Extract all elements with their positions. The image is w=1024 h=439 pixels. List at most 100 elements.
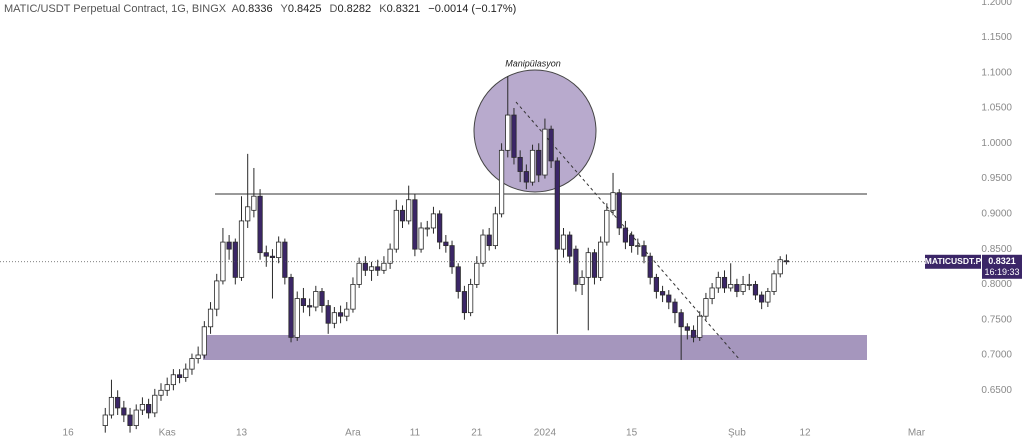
candle-body [115,396,121,409]
low-value: 0.8282 [337,3,372,15]
countdown: 16:19:33 [984,267,1019,277]
candle-body [146,404,152,414]
candle-body [517,156,523,172]
manipulation-circle [473,69,597,193]
ohlc-label: K [379,3,387,15]
candle-body [653,276,659,292]
x-tick-label: 11 [410,428,421,439]
candle-body [560,234,567,250]
candle-body [127,414,133,426]
support-zone [203,335,867,360]
price-tag [982,254,1022,279]
candle-body [505,114,511,151]
candle-body [393,209,399,250]
ohlc-label: D [329,3,338,15]
y-tick-label: 1.0500 [981,103,1012,114]
candle-body [709,287,715,299]
candle-body [133,409,139,426]
candle-body [201,326,207,356]
candles [102,76,790,433]
candle-body [647,255,653,278]
candle-body [331,312,337,324]
candle-body [746,284,752,286]
candle-body [307,305,313,308]
x-tick-label: Şub [728,428,746,439]
y-tick-label: 0.7000 [981,350,1012,361]
candle-body [721,276,728,289]
candle-body [257,195,263,254]
candle-body [337,312,344,317]
candle-body [356,262,362,285]
candle-body [548,128,554,162]
candle-body [214,280,220,310]
candle-body [523,171,529,183]
candle-body [554,160,560,250]
candle-body [387,248,393,264]
candle-body [678,312,684,328]
y-tick-label: 0.8000 [981,279,1012,290]
candle-body [468,284,474,314]
candle-body [294,298,300,338]
high-value: 0.8425 [287,3,322,15]
candle-body [368,266,375,271]
candle-body [276,241,282,259]
candle-body [604,209,610,243]
candle-body [263,252,269,257]
candle-body [511,114,517,158]
candle-body [282,241,288,278]
candle-body [542,128,548,176]
y-tick-label: 1.1500 [981,32,1012,43]
candle-body [269,255,276,259]
candle-body [474,262,480,285]
candle-body [139,404,146,411]
y-tick-label: 0.6500 [981,385,1012,396]
last-price: 0.8321 [988,256,1016,266]
candle-body [121,407,127,416]
candle-body [158,389,164,396]
annotation: Manipülasyon [505,58,561,68]
ohlc-label: Y [280,3,288,15]
candle-body [381,262,387,271]
candle-body [498,149,505,215]
candle-body [350,284,356,310]
y-tick-label: 0.7500 [981,314,1012,325]
y-tick-label: 0.9000 [981,208,1012,219]
x-tick-label: Ara [345,428,361,439]
candle-body [170,374,176,386]
x-tick-label: 21 [471,428,483,439]
candle-body [697,315,703,338]
candle-body [207,308,214,328]
x-tick-label: Kas [159,428,176,439]
candle-body [406,199,412,222]
candle-body [238,220,245,278]
candle-body [443,241,449,247]
candle-body [232,241,238,278]
y-tick-label: 0.9500 [981,173,1012,184]
y-tick-label: 1.0000 [981,138,1012,149]
candle-body [486,234,492,247]
candle-body [176,374,183,378]
candle-body [102,414,108,426]
candle-body [777,259,783,275]
candle-body [591,252,598,278]
x-tick-label: 12 [799,428,811,439]
candle-body [319,291,325,307]
x-tick-label: 15 [626,428,638,439]
candle-body [759,294,765,303]
candle-body [765,291,771,303]
candle-body [598,241,604,278]
candle-body [610,192,616,211]
candle-body [573,248,579,285]
candle-body [300,298,307,307]
candle-body [412,199,418,250]
open-value: 0.8336 [238,3,273,15]
y-tick-label: 0.8500 [981,244,1012,255]
candle-body [622,227,629,243]
candle-body [635,245,641,248]
candle-body [585,252,591,278]
candle-body [461,291,468,314]
candle-body [455,266,461,292]
candle-body [616,192,622,229]
candle-body [362,262,368,271]
